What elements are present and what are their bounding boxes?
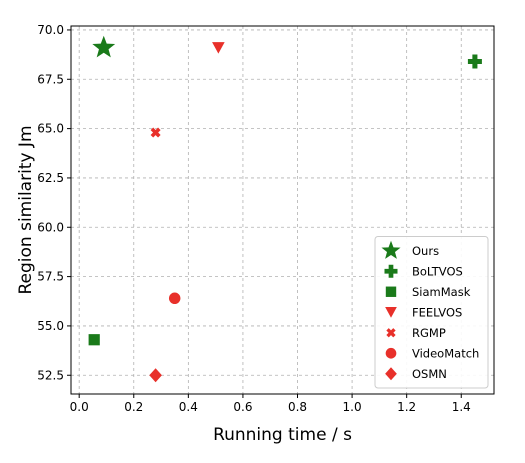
legend-label: Ours xyxy=(412,244,439,258)
point-siammask xyxy=(88,334,100,346)
y-tick-label: 70.0 xyxy=(37,23,64,37)
x-tick-label: 0.8 xyxy=(288,400,307,414)
legend-label: BoLTVOS xyxy=(412,264,463,278)
y-tick-label: 55.0 xyxy=(37,319,64,333)
legend: Ours BoLTVOS SiamMask FEELVOS RGMP VideoMatch… xyxy=(374,236,489,389)
legend-marker xyxy=(386,328,396,338)
x-tick-label: 0.4 xyxy=(179,400,198,414)
y-tick-label: 52.5 xyxy=(37,368,64,382)
x-axis: 0.0 0.2 0.4 0.6 0.8 1.0 1.2 1.4 xyxy=(70,394,471,414)
y-tick-label: 62.5 xyxy=(37,171,64,185)
y-tick-label: 65.0 xyxy=(37,122,64,136)
y-tick-label: 67.5 xyxy=(37,72,64,86)
point-osmn xyxy=(149,368,162,383)
y-axis-label: Region similarity Jm xyxy=(16,125,36,294)
legend-label: VideoMatch xyxy=(412,346,479,360)
x-tick-label: 0.2 xyxy=(124,400,143,414)
legend-label: SiamMask xyxy=(412,285,471,299)
legend-label: FEELVOS xyxy=(412,305,462,319)
y-tick-label: 57.5 xyxy=(37,270,64,284)
point-boltvos xyxy=(467,54,482,69)
legend-marker xyxy=(385,286,397,297)
plot-area-frame xyxy=(70,25,495,395)
point-rgmp xyxy=(150,127,161,138)
legend-marker xyxy=(384,264,398,278)
legend-marker xyxy=(381,240,401,259)
point-ours xyxy=(92,35,116,58)
legend-label: OSMN xyxy=(412,367,447,381)
y-tick-label: 60.0 xyxy=(37,220,64,234)
legend-marker xyxy=(385,367,397,381)
legend-marker xyxy=(385,347,397,359)
x-axis-label: Running time / s xyxy=(213,425,352,445)
point-feelvos xyxy=(212,42,225,54)
x-tick-label: 0.6 xyxy=(233,400,252,414)
point-videomatch xyxy=(168,292,181,305)
x-tick-label: 1.0 xyxy=(343,400,362,414)
legend-box xyxy=(374,236,489,389)
x-tick-label: 1.4 xyxy=(452,400,471,414)
x-tick-label: 0.0 xyxy=(70,400,89,414)
legend-label: RGMP xyxy=(412,326,446,340)
legend-marker xyxy=(385,307,397,318)
y-axis: 52.5 55.0 57.5 60.0 62.5 65.0 67.5 70.0 xyxy=(37,23,71,382)
data-points xyxy=(88,35,482,383)
x-tick-label: 1.2 xyxy=(397,400,416,414)
